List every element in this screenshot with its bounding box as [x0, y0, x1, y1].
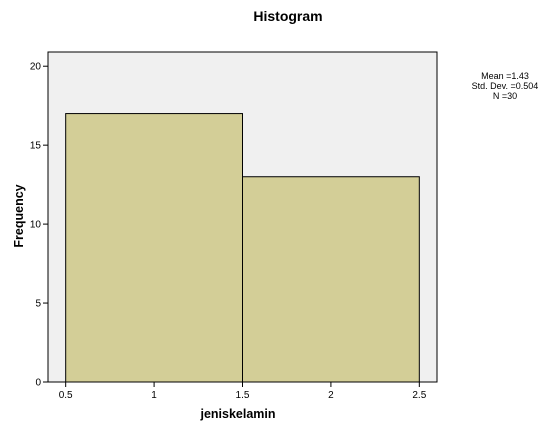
- x-ticks-group: 0.5 1 1.5 2 2.5: [59, 382, 427, 401]
- y-tick-label: 5: [35, 299, 41, 310]
- x-tick-label: 1: [151, 390, 157, 401]
- stat-n: N =30: [493, 91, 517, 101]
- y-axis-title: Frequency: [12, 184, 26, 247]
- stat-mean: Mean =1.43: [481, 71, 529, 81]
- x-axis-title: jeniskelamin: [199, 407, 275, 421]
- stat-std-dev: Std. Dev. =0.504: [472, 81, 539, 91]
- bars-group: [65, 113, 420, 383]
- x-tick-label: 2.5: [412, 390, 426, 401]
- chart-title: Histogram: [253, 8, 322, 24]
- y-tick-label: 0: [35, 378, 41, 389]
- stats-box: Mean =1.43 Std. Dev. =0.504 N =30: [472, 71, 539, 101]
- y-ticks-group: 0 5 10 15 20: [30, 62, 48, 389]
- y-tick-label: 15: [30, 141, 42, 152]
- x-tick-label: 2: [328, 390, 334, 401]
- y-tick-label: 20: [30, 62, 42, 73]
- x-tick-label: 0.5: [59, 390, 73, 401]
- histogram-bar-2: [242, 176, 420, 383]
- histogram-bar-1: [65, 113, 243, 383]
- y-tick-label: 10: [30, 220, 42, 231]
- x-tick-label: 1.5: [236, 390, 250, 401]
